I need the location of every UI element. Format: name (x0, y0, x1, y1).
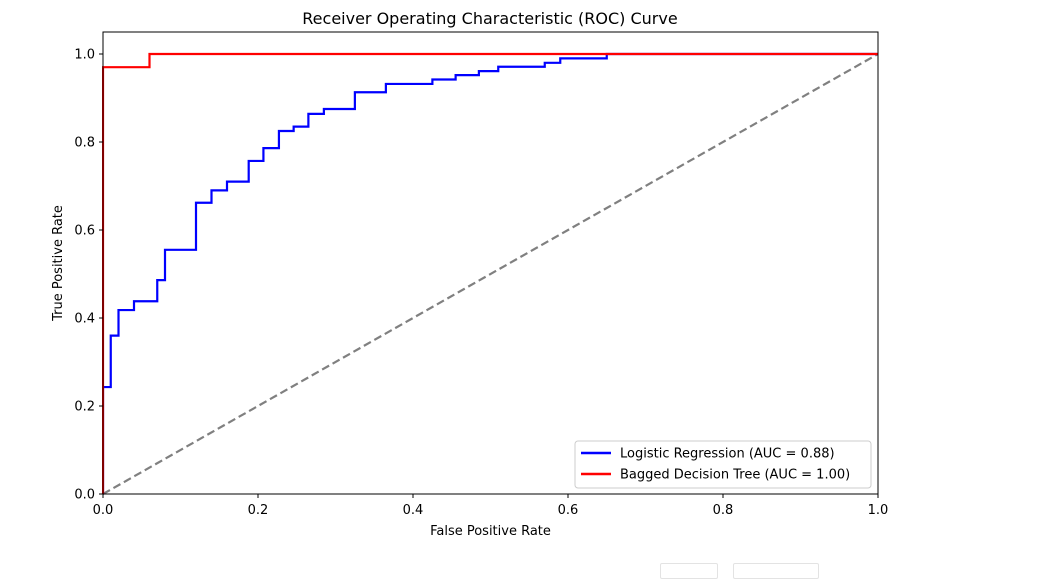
x-tick-label: 1.0 (868, 503, 889, 518)
chance-diagonal-line (102, 53, 879, 495)
y-axis-label: True Positive Rate (51, 205, 66, 322)
x-tick-label: 0.4 (403, 503, 424, 518)
legend: Logistic Regression (AUC = 0.88) Bagged D… (574, 440, 872, 489)
x-tick-label: 0.6 (558, 503, 579, 518)
plot-frame (102, 31, 879, 495)
toolbar-button-left[interactable] (660, 563, 718, 579)
y-tick-label: 0.4 (74, 312, 95, 327)
legend-entry-label: Bagged Decision Tree (AUC = 1.00) (620, 468, 850, 483)
legend-entry-label: Logistic Regression (AUC = 0.88) (620, 447, 835, 462)
y-tick-label: 0.0 (74, 488, 95, 503)
legend-box (574, 440, 872, 489)
x-axis-label: False Positive Rate (430, 524, 551, 539)
toolbar-button-right[interactable] (733, 563, 819, 579)
x-tick-label: 0.0 (93, 503, 114, 518)
y-tick-label: 1.0 (74, 48, 95, 63)
y-tick-label: 0.2 (74, 400, 95, 415)
chart-title: Receiver Operating Characteristic (ROC) … (302, 9, 677, 28)
x-tick-label: 0.8 (713, 503, 734, 518)
y-tick-label: 0.6 (74, 224, 95, 239)
y-tick-label: 0.8 (74, 136, 95, 151)
x-tick-label: 0.2 (248, 503, 269, 518)
series-logistic-regression-line (102, 52, 878, 494)
